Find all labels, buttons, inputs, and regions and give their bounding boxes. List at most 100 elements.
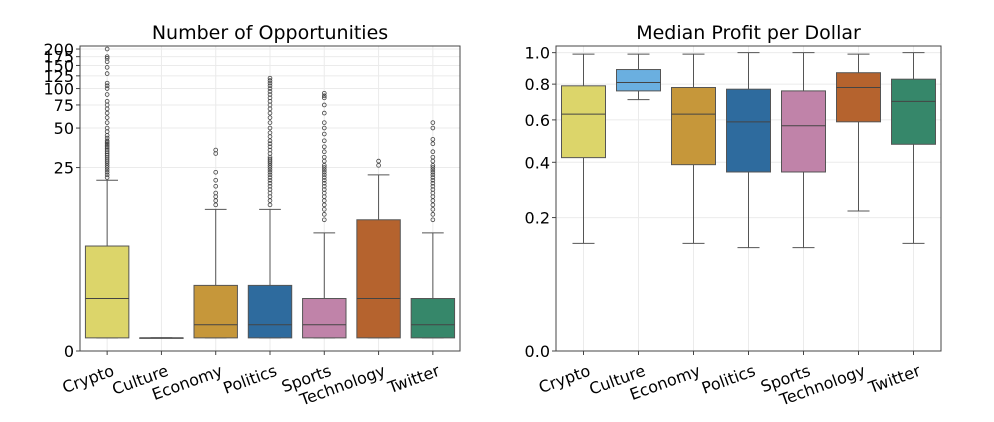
opportunities-outlier-point bbox=[104, 65, 110, 70]
opportunities-outlier-point bbox=[430, 165, 436, 170]
opportunities-outlier-point bbox=[213, 170, 219, 175]
opportunities-outlier-point bbox=[321, 180, 327, 186]
profit-ytick-label: 0.8 bbox=[525, 75, 550, 94]
profit-iqr-box bbox=[616, 69, 661, 92]
opportunities-outlier-point bbox=[213, 202, 219, 208]
opportunities-outlier-point bbox=[321, 131, 327, 137]
opportunities-iqr-box bbox=[84, 245, 130, 339]
profit-chart: 0.00.20.40.60.81.0CryptoCultureEconomyPo… bbox=[525, 22, 942, 410]
opportunities-outlier-point bbox=[321, 167, 327, 173]
profit-box-twitter bbox=[891, 52, 936, 244]
profit-iqr-box bbox=[726, 88, 771, 173]
opportunities-outlier-point bbox=[430, 163, 436, 168]
opportunities-outlier-point bbox=[321, 217, 327, 223]
opportunities-outlier-point bbox=[321, 91, 327, 96]
opportunities-outlier-point bbox=[321, 177, 327, 183]
opportunities-outlier-point bbox=[213, 183, 219, 189]
opportunities-outlier-point bbox=[430, 125, 436, 131]
opportunities-outlier-point bbox=[321, 120, 327, 125]
profit-box-culture bbox=[616, 53, 661, 101]
opportunities-outlier-point bbox=[267, 95, 273, 101]
opportunities-outlier-point bbox=[267, 165, 273, 170]
opportunities-outlier-point bbox=[104, 71, 110, 76]
opportunities-outlier-point bbox=[104, 92, 110, 97]
opportunities-outlier-point bbox=[430, 120, 436, 125]
opportunities-outlier-point bbox=[267, 80, 273, 86]
opportunities-outlier-point bbox=[104, 146, 110, 151]
opportunities-box-sports bbox=[302, 91, 347, 339]
opportunities-outlier-point bbox=[104, 142, 110, 148]
opportunities-ytick-label: 150 bbox=[43, 56, 74, 75]
opportunities-outlier-point bbox=[267, 125, 273, 131]
opportunities-iqr-box bbox=[356, 219, 401, 339]
opportunities-outlier-point bbox=[104, 83, 110, 89]
opportunities-category-label-twitter: Twitter bbox=[384, 361, 442, 398]
opportunities-outlier-point bbox=[321, 183, 327, 189]
opportunities-chart: 0255075100125150175200CryptoCultureEcono… bbox=[43, 22, 461, 410]
opportunities-outlier-point bbox=[430, 212, 436, 217]
opportunities-outlier-point bbox=[321, 149, 327, 155]
opportunities-iqr-box bbox=[410, 298, 456, 339]
opportunities-outlier-point bbox=[267, 83, 273, 89]
opportunities-outlier-point bbox=[321, 93, 327, 99]
profit-iqr-box bbox=[781, 90, 826, 173]
opportunities-outlier-point bbox=[321, 110, 327, 116]
opportunities-outlier-point bbox=[267, 177, 273, 183]
opportunities-outlier-point bbox=[104, 115, 110, 120]
opportunities-outlier-point bbox=[267, 144, 273, 150]
opportunities-outlier-point bbox=[430, 202, 436, 208]
opportunities-box-crypto bbox=[84, 46, 130, 339]
opportunities-outlier-point bbox=[104, 170, 110, 175]
opportunities-outlier-point bbox=[430, 187, 436, 192]
opportunities-outlier-point bbox=[267, 75, 273, 81]
opportunities-outlier-point bbox=[321, 102, 327, 108]
opportunities-outlier-point bbox=[213, 177, 219, 183]
opportunities-outlier-point bbox=[104, 98, 110, 104]
opportunities-outlier-point bbox=[267, 89, 273, 94]
opportunities-box-twitter bbox=[410, 120, 456, 339]
opportunities-chart-title: Number of Opportunities bbox=[152, 22, 388, 44]
opportunities-outlier-point bbox=[267, 130, 273, 136]
opportunities-outlier-point bbox=[321, 163, 327, 168]
opportunities-ytick-label: 175 bbox=[43, 48, 74, 67]
opportunities-outlier-point bbox=[104, 125, 110, 131]
opportunities-ytick-label: 200 bbox=[43, 40, 74, 59]
opportunities-outlier-point bbox=[104, 54, 110, 59]
opportunities-ytick-label: 0 bbox=[64, 342, 74, 361]
opportunities-outlier-point bbox=[104, 80, 110, 86]
profit-ytick-label: 0.2 bbox=[525, 209, 550, 228]
opportunities-box-culture bbox=[139, 337, 184, 339]
profit-iqr-box bbox=[671, 86, 716, 166]
opportunities-outlier-point bbox=[104, 147, 110, 153]
profit-ytick-label: 0.6 bbox=[525, 111, 550, 130]
opportunities-iqr-box bbox=[193, 284, 238, 339]
opportunities-outlier-point bbox=[267, 180, 273, 186]
profit-ytick-label: 0.4 bbox=[525, 153, 550, 172]
opportunities-category-label-politics: Politics bbox=[221, 361, 280, 398]
opportunities-outlier-point bbox=[430, 177, 436, 183]
opportunities-ytick-label: 25 bbox=[54, 159, 74, 178]
opportunities-iqr-box bbox=[247, 284, 293, 339]
opportunities-outlier-point bbox=[430, 149, 436, 155]
opportunities-outlier-point bbox=[104, 110, 110, 116]
opportunities-iqr-box bbox=[302, 298, 347, 339]
profit-category-label-twitter: Twitter bbox=[865, 361, 923, 398]
profit-iqr-box bbox=[891, 78, 936, 145]
opportunities-ytick-label: 125 bbox=[43, 67, 74, 86]
opportunities-outlier-point bbox=[104, 139, 110, 145]
opportunities-box-economy bbox=[193, 147, 238, 339]
opportunities-ytick-label: 50 bbox=[54, 119, 74, 138]
opportunities-outlier-point bbox=[104, 165, 110, 170]
opportunities-outlier-point bbox=[104, 141, 110, 146]
opportunities-box-politics bbox=[247, 75, 293, 339]
opportunities-outlier-point bbox=[267, 202, 273, 208]
opportunities-outlier-point bbox=[104, 167, 110, 173]
opportunities-outlier-point bbox=[321, 207, 327, 212]
opportunities-outlier-point bbox=[321, 172, 327, 178]
opportunities-outlier-point bbox=[104, 175, 110, 180]
opportunities-outlier-point bbox=[430, 183, 436, 189]
opportunities-outlier-point bbox=[104, 172, 110, 178]
profit-chart-title: Median Profit per Dollar bbox=[636, 22, 861, 44]
opportunities-outlier-point bbox=[267, 167, 273, 173]
